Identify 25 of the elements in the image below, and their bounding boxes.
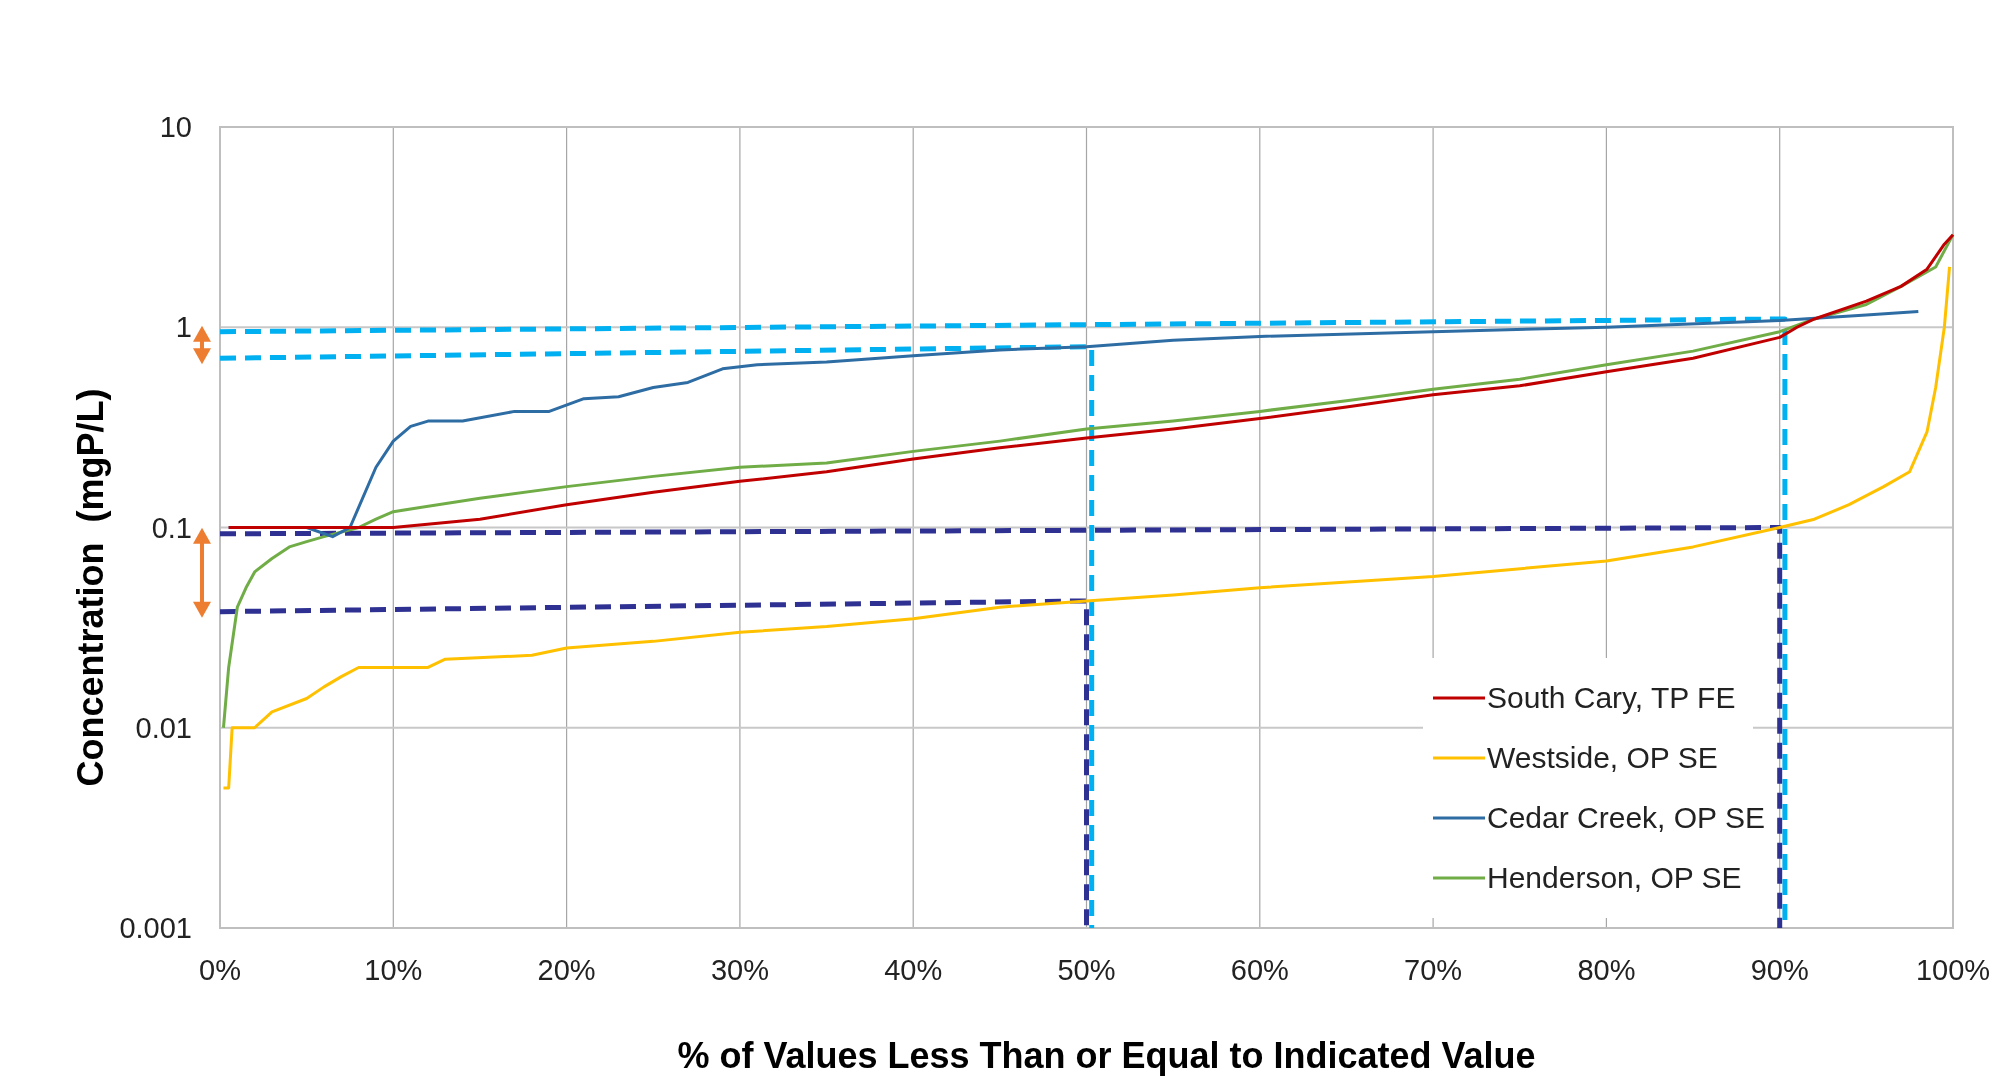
legend-label: South Cary, TP FE [1487,681,1736,714]
y-axis-title: Concentration (mgP/L) [70,388,111,787]
x-tick-label: 0% [199,954,241,986]
x-tick-label: 20% [537,954,596,986]
x-tick-label: 100% [1915,954,1991,986]
legend-label: Henderson, OP SE [1487,861,1742,894]
y-tick-label: 0.01 [135,711,192,744]
x-tick-label: 10% [364,954,423,986]
legend-label: Cedar Creek, OP SE [1487,801,1765,834]
y-tick-label: 10 [159,111,192,143]
y-tick-label: 0.1 [151,511,192,544]
x-axis-title: % of Values Less Than or Equal to Indicated Value [677,1035,1536,1076]
line-series [227,233,1955,529]
y-tick-label: 1 [175,311,192,344]
x-tick-label: 40% [884,954,943,986]
legend-label: Westside, OP SE [1487,741,1718,774]
line-series [221,233,1955,730]
x-tick-label: 80% [1577,954,1636,986]
x-tick-label: 70% [1404,954,1463,986]
x-tick-label: 60% [1230,954,1289,986]
x-tick-label: 90% [1750,954,1809,986]
y-tick-label: 0.001 [119,912,192,944]
x-tick-label: 50% [1057,954,1116,986]
line-series [221,265,1952,790]
x-tick-label: 30% [710,954,769,986]
